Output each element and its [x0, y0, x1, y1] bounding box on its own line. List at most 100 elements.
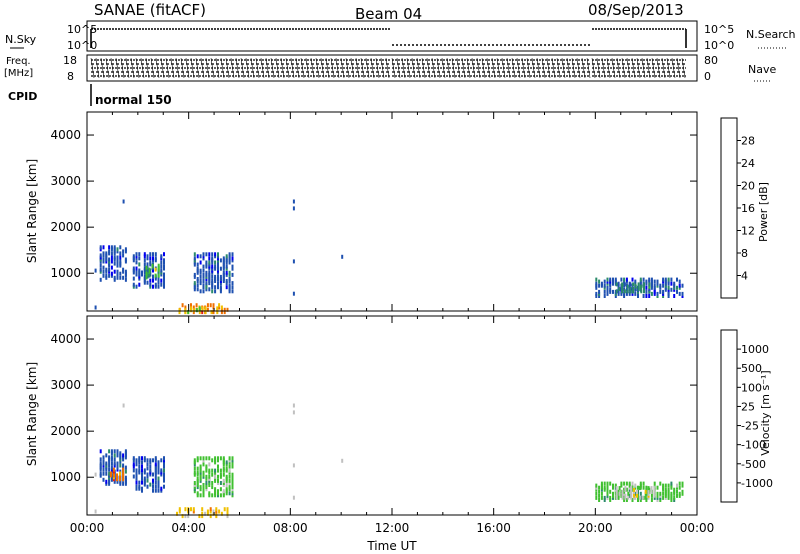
- scatter-cell: [149, 260, 152, 265]
- scatter-cell: [108, 273, 111, 278]
- nave-hatch: [325, 57, 330, 79]
- scatter-cell: [201, 507, 204, 512]
- nave-hatch: [571, 57, 576, 79]
- nave-hatch: [210, 57, 215, 79]
- scatter-cell: [198, 514, 201, 519]
- scatter-cell: [193, 287, 196, 292]
- nave-hatch: [185, 57, 190, 79]
- scatter-cell: [217, 266, 219, 271]
- scatter-cell: [656, 498, 659, 502]
- scatter-cell: [193, 470, 196, 475]
- scatter-cell: [222, 466, 225, 471]
- scatter-cell: [102, 459, 105, 464]
- scatter-cell: [600, 481, 603, 486]
- nave-hatch: [676, 57, 681, 79]
- scatter-cell: [620, 481, 623, 486]
- scatter-cell: [653, 495, 656, 500]
- scatter-cell: [609, 277, 612, 282]
- scatter-cell: [667, 294, 670, 298]
- scatter-cell: [629, 287, 632, 291]
- scatter-cell: [225, 272, 228, 277]
- scatter-cell: [119, 459, 122, 464]
- scatter-cell: [612, 483, 614, 488]
- scatter-cell: [673, 498, 676, 502]
- scatter-cell: [639, 491, 642, 496]
- scatter-cell: [110, 449, 113, 454]
- scatter-cell: [615, 489, 618, 494]
- scatter-cell: [642, 277, 645, 282]
- scatter-cell: [678, 285, 681, 290]
- scatter-cell: [108, 257, 111, 262]
- scatter-cell: [99, 461, 102, 466]
- scatter-cell: [116, 273, 119, 278]
- scatter-cell: [627, 491, 630, 496]
- scatter-cell: [124, 257, 127, 262]
- scatter-cell: [231, 266, 234, 271]
- scatter-cell: [217, 481, 219, 485]
- scatter-cell: [623, 277, 626, 282]
- cpid-label: CPID: [8, 90, 37, 103]
- scatter-cell: [124, 477, 127, 482]
- isolated-echo: [292, 199, 295, 204]
- scatter-cell: [650, 486, 653, 491]
- scatter-cell: [193, 256, 196, 261]
- scatter-cell: [205, 464, 208, 469]
- scatter-cell: [157, 273, 160, 278]
- scatter-cell: [673, 294, 676, 298]
- scatter-cell: [626, 289, 629, 294]
- nave-hatch: [295, 57, 300, 79]
- scatter-cell: [163, 478, 165, 483]
- scatter-cell: [102, 455, 105, 460]
- scatter-cell: [634, 483, 637, 488]
- scatter-cell: [218, 509, 221, 514]
- scatter-cell: [228, 270, 231, 275]
- scatter-cell: [676, 285, 678, 290]
- scatter-cell: [636, 489, 638, 494]
- scatter-cell: [124, 449, 127, 454]
- colorbar-tick-label: 12: [741, 225, 755, 238]
- nave-hatch: [656, 57, 661, 79]
- y-tick-label: 3000: [50, 174, 81, 188]
- scatter-cell: [681, 294, 684, 298]
- scatter-cell: [211, 289, 214, 294]
- scatter-cell: [184, 308, 187, 313]
- scatter-cell: [662, 483, 665, 488]
- scatter-cell: [676, 493, 678, 498]
- scatter-cell: [678, 485, 681, 490]
- scatter-cell: [208, 277, 211, 281]
- scatter-cell: [154, 464, 157, 469]
- scatter-cell: [659, 285, 662, 290]
- scatter-cell: [628, 481, 631, 486]
- scatter-cell: [628, 493, 631, 498]
- scatter-cell: [606, 481, 609, 486]
- scatter-cell: [146, 478, 149, 483]
- colorbar-tick-label: -25: [741, 420, 759, 433]
- scatter-cell: [214, 274, 217, 279]
- scatter-cell: [157, 284, 160, 289]
- scatter-cell: [621, 284, 624, 289]
- nave-hatch: [280, 57, 285, 79]
- nave-hatch: [160, 57, 165, 79]
- x-tick-label: 16:00: [476, 521, 511, 535]
- scatter-cell: [645, 294, 648, 298]
- scatter-cell: [606, 277, 609, 282]
- scatter-cell: [606, 489, 609, 494]
- scatter-cell: [634, 279, 637, 284]
- scatter-cell: [595, 285, 598, 290]
- scatter-cell: [211, 264, 214, 269]
- nave-hatch: [130, 57, 135, 79]
- scatter-cell: [145, 271, 148, 276]
- velocity-panel: 1000 2000 3000 4000 00:00 04:00 08:00 12:00 16:0…: [25, 315, 773, 535]
- scatter-cell: [211, 260, 214, 265]
- scatter-cell: [205, 487, 208, 492]
- isolated-echo: [292, 291, 295, 296]
- scatter-cell: [217, 281, 219, 286]
- scatter-cell: [154, 484, 157, 489]
- nave-hatch: [481, 57, 486, 79]
- scatter-cell: [231, 464, 234, 469]
- scatter-cell: [648, 282, 651, 287]
- nave-hatch: [370, 57, 375, 79]
- scatter-cell: [656, 281, 659, 286]
- scatter-cell: [631, 498, 634, 502]
- scatter-cell: [192, 509, 195, 514]
